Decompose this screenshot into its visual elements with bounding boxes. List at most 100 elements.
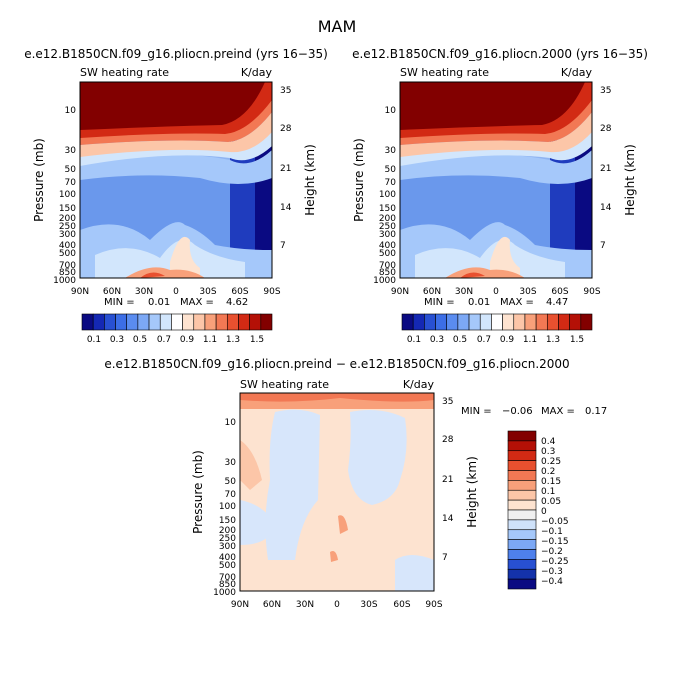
svg-text:1.1: 1.1 <box>203 335 217 345</box>
colorbar-swatch <box>435 313 448 331</box>
min-label: MIN = <box>104 297 135 308</box>
panel-subtitle-right: K/day <box>561 66 593 79</box>
svg-text:0: 0 <box>173 287 179 297</box>
colorbar-swatch <box>546 313 559 331</box>
svg-text:0.9: 0.9 <box>500 335 515 345</box>
svg-text:1.5: 1.5 <box>570 335 584 345</box>
svg-text:50: 50 <box>385 165 397 175</box>
svg-text:1000: 1000 <box>53 276 76 286</box>
svg-text:250: 250 <box>379 222 396 232</box>
colorbar-swatch <box>81 313 94 331</box>
svg-text:30N: 30N <box>455 287 473 297</box>
colorbar-vertical <box>507 430 537 590</box>
svg-text:1.3: 1.3 <box>546 335 560 345</box>
y-axis-label-right: Height (km) <box>623 144 637 215</box>
svg-text:0.25: 0.25 <box>541 457 561 467</box>
svg-text:21: 21 <box>442 475 453 485</box>
colorbar-labels: 0.1 0.3 0.5 0.7 0.9 1.1 1.3 1.5 <box>87 335 264 345</box>
colorbar-swatch <box>126 313 139 331</box>
pressure-ticks: 10 30 50 70 100 150 200 250 300 400 500 … <box>213 418 236 598</box>
svg-text:90N: 90N <box>71 287 89 297</box>
y-axis-label-right: Height (km) <box>465 456 479 527</box>
svg-text:0.1: 0.1 <box>407 335 421 345</box>
svg-text:30: 30 <box>225 458 237 468</box>
svg-text:10: 10 <box>65 106 77 116</box>
svg-text:60N: 60N <box>103 287 121 297</box>
svg-text:60N: 60N <box>263 600 281 610</box>
svg-text:100: 100 <box>219 502 236 512</box>
svg-text:35: 35 <box>442 397 453 407</box>
svg-text:30S: 30S <box>519 287 536 297</box>
svg-text:200: 200 <box>59 214 76 224</box>
svg-text:300: 300 <box>219 542 236 552</box>
colorbar-swatch <box>507 470 537 481</box>
pressure-ticks: 10 30 50 70 100 150 200 250 300 400 500 … <box>53 106 76 286</box>
svg-text:0.5: 0.5 <box>133 335 147 345</box>
svg-text:35: 35 <box>280 86 291 96</box>
panel-subtitle-left: SW heating rate <box>400 66 489 79</box>
svg-text:500: 500 <box>219 561 236 571</box>
panel-title: e.e12.B1850CN.f09_g16.pliocn.preind − e.… <box>104 357 569 371</box>
colorbar-swatch <box>148 313 161 331</box>
colorbar-swatch <box>507 559 537 570</box>
colorbar-swatch <box>507 509 537 521</box>
colorbar-swatch <box>215 313 228 331</box>
panel-subtitle-left: SW heating rate <box>240 378 329 391</box>
svg-text:850: 850 <box>59 268 76 278</box>
y-axis-label-right: Height (km) <box>303 144 317 215</box>
colorbar-swatch <box>558 313 570 331</box>
colorbar-swatch <box>401 313 414 331</box>
svg-text:700: 700 <box>379 261 396 271</box>
heatmap-field <box>80 82 272 278</box>
colorbar-swatch <box>204 313 217 331</box>
svg-text:90S: 90S <box>263 287 280 297</box>
svg-text:10: 10 <box>385 106 397 116</box>
svg-text:−0.4: −0.4 <box>541 577 563 587</box>
svg-text:60S: 60S <box>231 287 248 297</box>
svg-text:1.3: 1.3 <box>226 335 240 345</box>
colorbar-swatch <box>468 313 481 331</box>
svg-text:0.7: 0.7 <box>477 335 491 345</box>
svg-text:60N: 60N <box>423 287 441 297</box>
colorbar-swatch <box>249 313 262 331</box>
height-ticks: 35 28 21 14 7 <box>442 397 454 563</box>
svg-text:0.15: 0.15 <box>541 477 561 487</box>
colorbar-swatch <box>238 313 250 331</box>
svg-text:0.3: 0.3 <box>541 447 555 457</box>
svg-text:150: 150 <box>379 204 396 214</box>
panel-title: e.e12.B1850CN.f09_g16.pliocn.2000 (yrs 1… <box>352 47 648 61</box>
svg-text:14: 14 <box>442 514 454 524</box>
max-value: 0.17 <box>585 406 607 417</box>
colorbar-swatch <box>507 489 537 501</box>
colorbar-swatch <box>104 313 116 331</box>
max-label: MAX = <box>180 297 214 308</box>
max-value: 4.62 <box>226 297 248 308</box>
svg-text:28: 28 <box>442 435 454 445</box>
min-value: 0.01 <box>468 297 490 308</box>
svg-text:−0.15: −0.15 <box>541 537 569 547</box>
max-label: MAX = <box>541 406 575 417</box>
colorbar-labels: 0.1 0.3 0.5 0.7 0.9 1.1 1.3 1.5 <box>407 335 584 345</box>
svg-text:7: 7 <box>442 553 448 563</box>
colorbar-swatch <box>412 313 425 331</box>
y-axis-label: Pressure (mb) <box>191 450 205 534</box>
panel-subtitle-left: SW heating rate <box>80 66 169 79</box>
svg-text:30: 30 <box>385 146 397 156</box>
svg-text:−0.3: −0.3 <box>541 567 563 577</box>
svg-text:90N: 90N <box>231 600 249 610</box>
latitude-ticks: 90N 60N 30N 0 30S 60S 90S <box>391 287 601 297</box>
svg-text:90S: 90S <box>425 600 442 610</box>
min-label: MIN = <box>424 297 455 308</box>
svg-text:500: 500 <box>379 249 396 259</box>
colorbar-swatch <box>479 313 492 331</box>
svg-text:−0.05: −0.05 <box>541 517 569 527</box>
svg-text:0.5: 0.5 <box>453 335 467 345</box>
svg-text:30: 30 <box>65 146 77 156</box>
svg-text:60S: 60S <box>551 287 568 297</box>
svg-text:28: 28 <box>600 124 612 134</box>
svg-text:70: 70 <box>385 178 397 188</box>
svg-text:21: 21 <box>280 164 291 174</box>
svg-text:30S: 30S <box>360 600 377 610</box>
svg-text:7: 7 <box>280 241 286 251</box>
svg-text:0.3: 0.3 <box>110 335 124 345</box>
